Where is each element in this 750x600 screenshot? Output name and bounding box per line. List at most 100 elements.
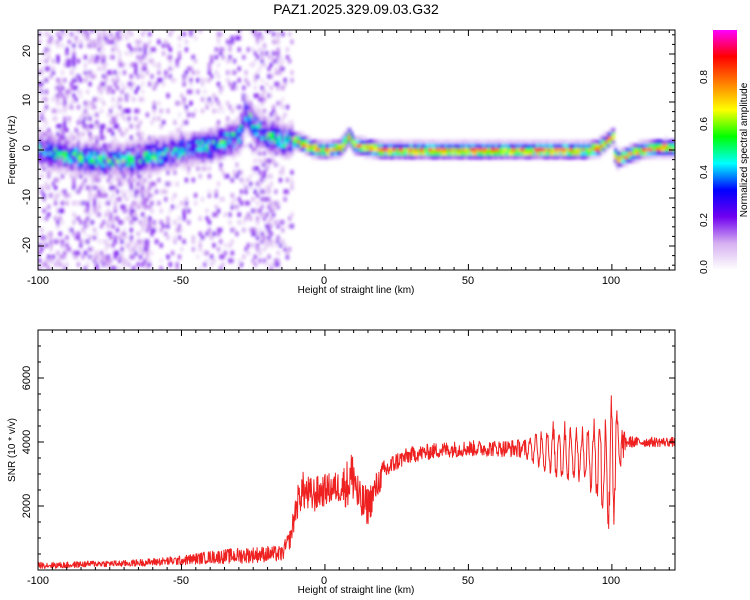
heatmap-cell (113, 170, 117, 175)
heatmap-cell (143, 177, 147, 183)
heatmap-cell (304, 147, 308, 152)
heatmap-cell (276, 131, 280, 137)
heatmap-cell (132, 147, 136, 152)
heatmap-cell (618, 154, 622, 160)
heatmap-cell (240, 170, 243, 175)
heatmap-cell (168, 131, 172, 137)
heatmap-cell (122, 108, 126, 114)
heatmap-cell (141, 131, 145, 137)
heatmap-cell (221, 143, 225, 148)
heatmap-cell (145, 189, 149, 194)
heatmap-cell (370, 151, 374, 156)
heatmap-cell (345, 131, 349, 137)
heatmap-cell (61, 166, 64, 171)
heatmap-cell (90, 220, 94, 225)
heatmap-cell (306, 139, 310, 144)
heatmap-cell (74, 174, 78, 179)
heatmap-cell (566, 151, 569, 156)
heatmap-cell (122, 166, 126, 171)
heatmap-cell (113, 70, 117, 75)
heatmap-cell (168, 31, 172, 37)
heatmap-cell (173, 143, 177, 148)
heatmap-cell (148, 31, 152, 37)
heatmap-cell (263, 247, 266, 252)
heatmap-cell (127, 154, 131, 160)
heatmap-cell (292, 135, 296, 141)
heatmap-cell (285, 47, 289, 52)
heatmap-cell (122, 70, 126, 75)
heatmap-cell (616, 166, 620, 171)
heatmap-cell (61, 147, 64, 152)
heatmap-cell (650, 154, 654, 160)
heatmap-cell (274, 147, 278, 152)
heatmap-cell (400, 143, 404, 148)
heatmap-cell (44, 235, 48, 240)
heatmap-cell (228, 47, 232, 52)
heatmap-cell (497, 139, 501, 144)
heatmap-cell (136, 181, 140, 187)
heatmap-cell (61, 243, 64, 248)
heatmap-cell (487, 154, 491, 160)
heatmap-cell (120, 247, 124, 252)
heatmap-cell (63, 139, 67, 144)
heatmap-cell (129, 247, 133, 252)
snr-panel: -100 -50 0 50 100 2000 4000 6000 Height … (7, 329, 676, 596)
heatmap-cell (155, 170, 159, 175)
heatmap-cell (189, 135, 193, 141)
heatmap-cell (118, 147, 122, 152)
heatmap-cell (125, 51, 129, 56)
heatmap-cell (398, 143, 402, 148)
heatmap-cell (655, 139, 659, 144)
heatmap-cell (423, 154, 427, 160)
heatmap-cell (93, 185, 97, 191)
heatmap-cell (49, 139, 53, 144)
heatmap-cell (162, 154, 165, 160)
heatmap-cell (148, 147, 152, 152)
heatmap-cell (214, 154, 218, 160)
heatmap-cell (136, 154, 140, 160)
heatmap-cell (88, 193, 92, 198)
heatmap-cell (74, 143, 78, 148)
spectrogram-y-tick-labels: -20 -10 0 10 20 (21, 45, 33, 253)
heatmap-cell (81, 166, 85, 171)
heatmap-cell (86, 166, 90, 171)
heatmap-cell (145, 227, 149, 233)
heatmap-cell (127, 151, 131, 156)
heatmap-cell (251, 147, 255, 152)
heatmap-cell (203, 154, 207, 160)
heatmap-cell (145, 151, 149, 156)
heatmap-cell (104, 258, 108, 264)
heatmap-cell (58, 216, 62, 221)
heatmap-cell (274, 258, 278, 264)
heatmap-cell (263, 108, 266, 114)
heatmap-cell (240, 127, 243, 133)
heatmap-cell (106, 220, 110, 225)
heatmap-cell (132, 162, 136, 168)
heatmap-cell (171, 204, 175, 210)
heatmap-cell (237, 212, 241, 217)
heatmap-cell (152, 85, 156, 91)
heatmap-cell (412, 139, 416, 144)
heatmap-cell (609, 139, 613, 144)
heatmap-cell (56, 58, 60, 64)
heatmap-cell (285, 127, 289, 133)
heatmap-cell (290, 170, 294, 175)
heatmap-cell (230, 120, 234, 125)
heatmap-cell (95, 185, 99, 191)
heatmap-cell (235, 174, 239, 179)
heatmap-cell (276, 239, 280, 244)
heatmap-cell (230, 143, 234, 148)
heatmap-cell (207, 147, 211, 152)
heatmap-cell (494, 151, 498, 156)
heatmap-cell (501, 154, 505, 160)
heatmap-cell (54, 154, 58, 160)
heatmap-cell (276, 124, 280, 129)
heatmap-cell (143, 193, 147, 198)
heatmap-cell (290, 120, 294, 125)
heatmap-cell (141, 170, 145, 175)
heatmap-cell (136, 231, 140, 237)
y-tick-label: 20 (21, 45, 33, 57)
heatmap-cell (288, 247, 292, 252)
heatmap-cell (274, 189, 278, 194)
heatmap-cell (269, 158, 273, 164)
